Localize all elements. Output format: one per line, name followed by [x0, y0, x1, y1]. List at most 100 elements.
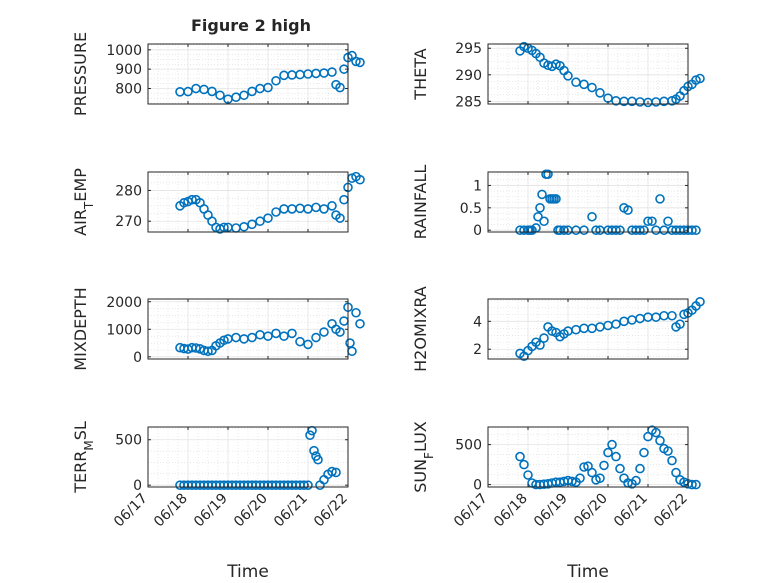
y-tick-label: 500: [115, 433, 142, 449]
data-point: [239, 90, 249, 101]
data-point: [695, 296, 705, 307]
major-grid: [488, 44, 688, 104]
data-point: [647, 216, 657, 227]
minor-grid: [488, 44, 688, 104]
data-point: [263, 213, 273, 223]
x-tick-label: 06/21: [271, 491, 311, 531]
data-point: [247, 332, 257, 343]
data-point: [331, 467, 341, 478]
y-tick-label: 280: [115, 183, 142, 199]
data-point: [595, 473, 605, 484]
data-point: [295, 336, 305, 347]
y-axis-label: AIRTEMP: [71, 168, 96, 236]
data-point: [327, 67, 337, 77]
x-tick-label: 06/18: [151, 491, 191, 531]
data-point: [263, 331, 273, 341]
minor-grid: [148, 427, 348, 487]
data-point: [263, 82, 273, 93]
data-point: [203, 346, 213, 357]
data-point: [335, 213, 345, 223]
data-point: [691, 479, 701, 490]
data-point: [655, 435, 665, 446]
data-point: [671, 467, 681, 478]
major-grid: [488, 172, 688, 232]
data-point: [319, 204, 329, 214]
data-point: [675, 319, 685, 329]
y-tick-label: 500: [455, 438, 482, 454]
y-tick-label: 1000: [106, 322, 142, 338]
data-point: [335, 327, 345, 337]
data-point: [179, 197, 189, 208]
data-point: [603, 447, 613, 458]
series-markers: [515, 296, 705, 362]
data-point: [655, 194, 665, 204]
data-point: [595, 88, 605, 98]
series-markers: [175, 50, 365, 104]
data-point: [523, 470, 533, 480]
data-point: [587, 467, 597, 478]
y-tick-label: 290: [455, 68, 482, 84]
data-point: [279, 331, 289, 341]
data-point: [691, 225, 701, 236]
series-markers: [515, 41, 705, 108]
axes-box: [147, 171, 349, 233]
axes-box: [147, 43, 349, 105]
data-point: [271, 207, 281, 217]
y-axis-label: THETA: [411, 48, 430, 100]
data-point: [631, 475, 641, 486]
subplot-terr_msl: 0 500 06/17 06/18 06/19 06/20 06/21 06/22 Time TE…: [71, 421, 351, 582]
y-tick-label: 2: [473, 342, 482, 358]
data-point: [635, 463, 645, 474]
data-point: [327, 201, 337, 211]
series-markers: [175, 302, 365, 357]
major-grid: [148, 299, 348, 359]
data-point: [255, 216, 265, 227]
data-point: [539, 216, 549, 227]
data-point: [351, 56, 361, 67]
x-tick-label: 06/18: [491, 491, 531, 531]
x-tick-label: 06/22: [311, 491, 351, 531]
data-point: [575, 473, 585, 484]
data-point: [535, 203, 545, 213]
data-point: [303, 339, 313, 350]
subplot-mixdepth: 0 1000 2000 MIXDEPTH: [71, 287, 365, 371]
data-point: [355, 174, 365, 185]
data-point: [663, 216, 673, 227]
data-point: [567, 476, 577, 487]
y-tick-label: 1: [473, 178, 482, 194]
y-axis-label: MIXDEPTH: [71, 287, 90, 370]
x-axis-label: Time: [566, 562, 609, 582]
data-point: [305, 430, 315, 440]
x-tick-label: 06/19: [191, 491, 231, 531]
y-tick-label: 0: [473, 478, 482, 494]
axes-box: [487, 298, 689, 360]
y-tick-label: 0: [133, 478, 142, 494]
axes-box: [487, 171, 689, 233]
axes-box: [487, 426, 689, 488]
y-tick-label: 270: [115, 214, 142, 230]
data-point: [335, 82, 345, 93]
x-tick-label: 06/17: [111, 491, 151, 531]
data-point: [651, 427, 661, 438]
data-point: [533, 211, 543, 222]
y-tick-label: 0.5: [460, 201, 482, 217]
data-point: [271, 328, 281, 339]
data-point: [615, 225, 625, 236]
data-point: [663, 446, 673, 456]
data-point: [611, 451, 621, 462]
subplot-pressure: 800 900 1000 PRESSURE: [71, 32, 365, 116]
data-point: [519, 459, 529, 470]
major-grid: [148, 172, 348, 232]
axes-box: [147, 426, 349, 488]
data-point: [623, 205, 633, 215]
y-tick-label: 0: [133, 350, 142, 366]
data-point: [347, 346, 357, 357]
data-point: [309, 445, 319, 456]
x-tick-label: 06/19: [531, 491, 571, 531]
data-point: [539, 333, 549, 343]
data-point: [591, 225, 601, 236]
subplot-theta: 285 290 295 THETA: [411, 41, 705, 110]
data-point: [579, 225, 589, 236]
data-point: [215, 90, 225, 101]
